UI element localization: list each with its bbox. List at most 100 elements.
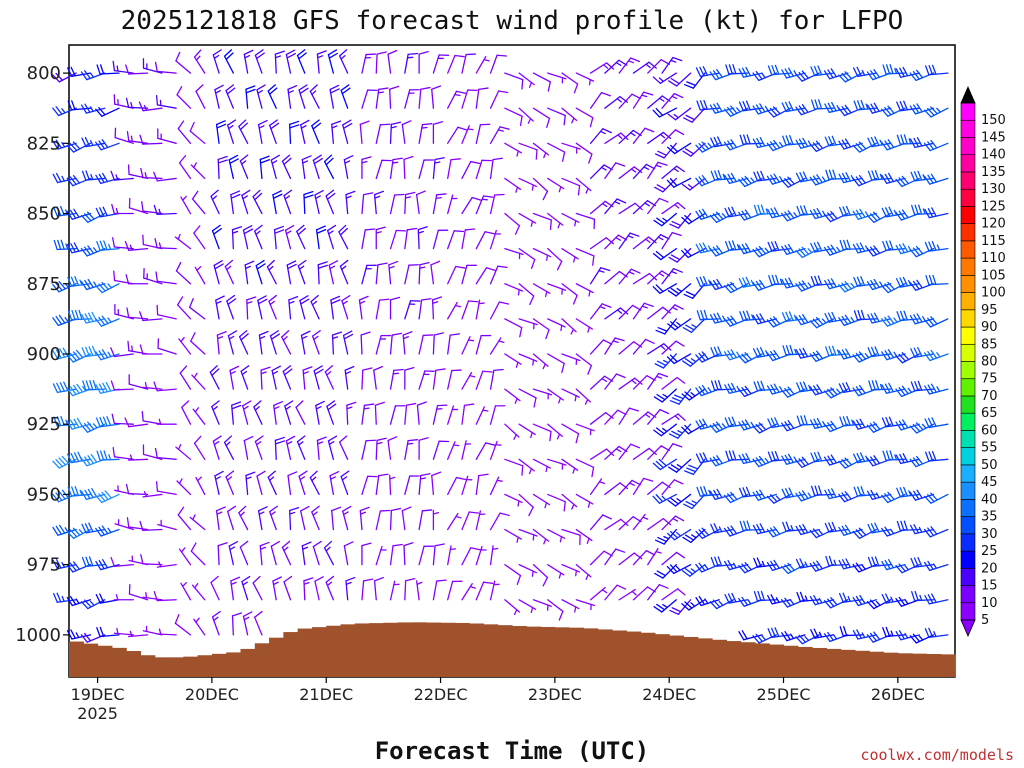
wind-barb	[447, 405, 459, 425]
credit-link[interactable]: coolwx.com/models	[860, 746, 1014, 764]
terrain-column	[240, 648, 256, 677]
wind-barb	[618, 588, 637, 601]
wind-barb	[881, 315, 906, 327]
wind-barb	[838, 491, 863, 503]
wind-barb	[895, 453, 920, 465]
wind-barb	[667, 283, 692, 297]
wind-barb	[312, 540, 322, 566]
terrain-column	[712, 639, 727, 677]
wind-barb	[254, 49, 265, 74]
wind-barb	[387, 49, 398, 74]
wind-barb	[654, 142, 677, 159]
wind-barb	[768, 274, 792, 286]
wind-barb	[243, 435, 254, 460]
wind-barb	[589, 164, 613, 180]
wind-barb	[866, 421, 892, 433]
wind-barb	[128, 584, 149, 601]
wind-barb	[532, 318, 550, 340]
terrain-column	[669, 635, 685, 677]
wind-barb	[111, 203, 134, 215]
wind-barb	[361, 475, 378, 496]
wind-barb	[866, 245, 892, 257]
wind-barb	[66, 629, 92, 640]
colorbar-label: 125	[981, 199, 1006, 214]
wind-barb	[195, 84, 206, 109]
terrain-column	[526, 626, 542, 677]
wind-barb	[113, 94, 134, 109]
wind-barb	[317, 261, 328, 285]
wind-barb	[461, 336, 475, 355]
wind-barb	[461, 125, 474, 144]
wind-barb	[361, 439, 377, 460]
wind-barb	[95, 416, 120, 428]
wind-barb	[780, 597, 806, 608]
wind-barb	[331, 331, 343, 355]
terrain-column	[640, 632, 656, 677]
wind-barb	[211, 400, 220, 425]
wind-barb	[95, 281, 120, 294]
wind-barb	[140, 167, 163, 180]
terrain-column	[254, 643, 270, 677]
wind-barb	[766, 106, 792, 118]
wind-barb	[66, 527, 92, 539]
wind-barb	[547, 599, 564, 621]
wind-barb	[432, 368, 446, 390]
wind-barb	[153, 381, 177, 392]
wind-barb	[852, 351, 878, 363]
wind-barb	[724, 559, 749, 571]
wind-barb	[923, 139, 949, 152]
wind-barb	[647, 59, 670, 74]
wind-barb	[532, 177, 549, 201]
wind-barb	[447, 194, 458, 215]
wind-barb	[632, 91, 654, 109]
wind-barb	[52, 172, 77, 184]
wind-barb	[327, 224, 337, 250]
wind-barb	[666, 177, 692, 188]
wind-barb	[209, 365, 220, 390]
colorbar-swatch	[960, 464, 976, 483]
wind-barb	[273, 225, 285, 250]
wind-barb	[924, 240, 949, 252]
wind-barb	[112, 446, 134, 460]
wind-barb	[795, 246, 820, 259]
wind-barb	[142, 491, 163, 498]
wind-barb	[852, 141, 878, 153]
wind-barb	[575, 458, 595, 478]
wind-barb	[504, 423, 520, 440]
wind-barb	[179, 365, 192, 390]
terrain-column	[97, 645, 113, 677]
wind-barb	[176, 85, 192, 109]
wind-barb	[259, 155, 270, 180]
wind-barb	[575, 142, 593, 164]
wind-barb	[418, 437, 429, 460]
wind-barb	[432, 509, 440, 531]
wind-barb	[401, 120, 412, 144]
wind-barb	[781, 176, 806, 188]
wind-barb	[191, 582, 206, 601]
wind-barb	[561, 493, 578, 510]
wind-barb	[489, 229, 502, 250]
wind-barb	[654, 177, 677, 193]
wind-barb	[66, 349, 92, 363]
wind-barb	[213, 260, 224, 285]
wind-barb	[923, 526, 949, 538]
wind-barb	[681, 247, 706, 259]
wind-barb	[447, 512, 462, 531]
wind-barb	[287, 85, 298, 109]
wind-barb	[447, 580, 463, 601]
wind-barb	[504, 318, 523, 338]
wind-barb	[238, 330, 249, 355]
wind-barb	[66, 141, 92, 153]
wind-barb	[66, 595, 92, 607]
terrain-column	[697, 638, 713, 677]
terrain-column	[540, 626, 556, 677]
terrain-column	[483, 624, 499, 677]
wind-barb	[575, 177, 592, 194]
wind-barb	[223, 49, 234, 74]
wind-barb	[925, 450, 949, 462]
wind-barb	[532, 353, 549, 370]
wind-barb	[316, 436, 327, 460]
terrain-column	[426, 622, 442, 677]
wind-barb	[81, 556, 106, 567]
wind-barb	[461, 53, 477, 74]
